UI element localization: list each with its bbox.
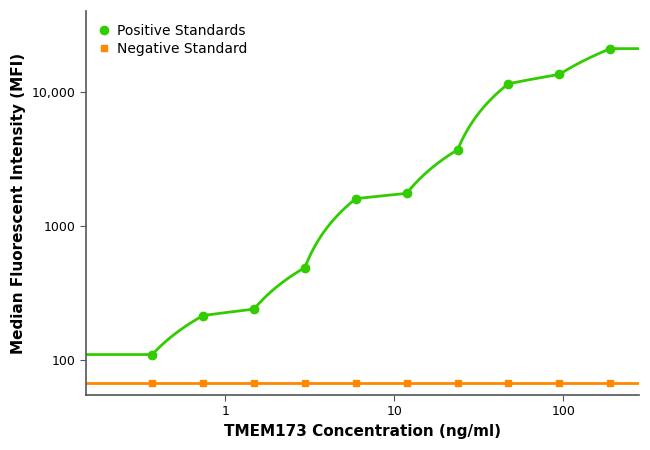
Positive Standards: [199, 313, 207, 318]
Negative Standard: [301, 380, 309, 385]
Line: Positive Standards: Positive Standards: [148, 45, 614, 359]
Legend: Positive Standards, Negative Standard: Positive Standards, Negative Standard: [93, 18, 252, 61]
Negative Standard: [352, 380, 360, 385]
Positive Standards: [301, 265, 309, 270]
Positive Standards: [454, 147, 462, 153]
Positive Standards: [606, 46, 614, 51]
Negative Standard: [403, 380, 411, 385]
Negative Standard: [504, 380, 512, 385]
Negative Standard: [250, 380, 258, 385]
Positive Standards: [504, 81, 512, 86]
Negative Standard: [606, 380, 614, 385]
Positive Standards: [556, 72, 564, 77]
Negative Standard: [556, 380, 564, 385]
Negative Standard: [148, 380, 156, 385]
Negative Standard: [454, 380, 462, 385]
Positive Standards: [352, 196, 360, 201]
Positive Standards: [403, 191, 411, 196]
Positive Standards: [148, 352, 156, 357]
Positive Standards: [250, 306, 258, 312]
Line: Negative Standard: Negative Standard: [149, 379, 614, 386]
X-axis label: TMEM173 Concentration (ng/ml): TMEM173 Concentration (ng/ml): [224, 424, 501, 439]
Y-axis label: Median Fluorescent Intensity (MFI): Median Fluorescent Intensity (MFI): [11, 53, 26, 354]
Negative Standard: [199, 380, 207, 385]
